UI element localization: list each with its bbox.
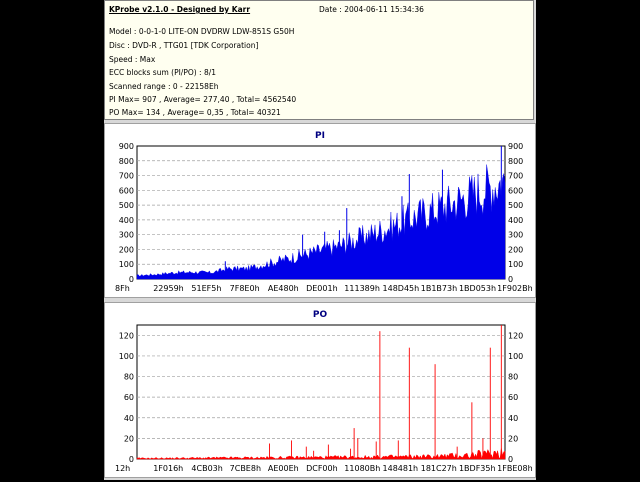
- x-tick-label: 1BD053h: [459, 284, 496, 293]
- x-tick-label: 1B1B73h: [421, 284, 457, 293]
- y-tick-label-left: 60: [124, 393, 134, 402]
- y-tick-label-left: 100: [119, 260, 134, 269]
- y-tick-label-right: 0: [508, 455, 513, 464]
- y-tick-label-left: 300: [119, 231, 134, 240]
- scanned-range: Scanned range : 0 - 22158Eh: [109, 82, 219, 91]
- pi-chart-panel: PI 0 0 100 100 200 200 300 300 400 400 500 500 600 600…: [104, 123, 536, 298]
- chart-title: PO: [313, 310, 328, 320]
- x-tick-label: 12h: [115, 464, 130, 473]
- x-tick-label: 1FBE08h: [497, 464, 532, 473]
- speed-info: Speed : Max: [109, 55, 156, 64]
- x-tick-label: AE480h: [268, 284, 299, 293]
- y-tick-label-right: 200: [508, 245, 523, 254]
- x-tick-label: DE001h: [306, 284, 338, 293]
- y-tick-label-right: 600: [508, 186, 523, 195]
- chart-title: PI: [315, 131, 325, 141]
- po-chart: PO 0 0 20 20 40 40 60 60 80 80 100 100 120 120 12h 1F016…: [115, 310, 533, 473]
- x-tick-label: 8Fh: [115, 284, 130, 293]
- x-tick-label: 181C27h: [421, 464, 457, 473]
- y-tick-label-right: 60: [508, 393, 518, 402]
- y-tick-label-right: 400: [508, 216, 523, 225]
- y-tick-label-left: 700: [119, 172, 134, 181]
- y-tick-label-right: 800: [508, 157, 523, 166]
- y-tick-label-left: 800: [119, 157, 134, 166]
- x-tick-label: 4CB03h: [191, 464, 222, 473]
- y-tick-label-right: 100: [508, 260, 523, 269]
- y-tick-label-right: 100: [508, 352, 523, 361]
- po-series-baseline: [136, 447, 506, 460]
- y-tick-label-left: 0: [129, 455, 134, 464]
- x-tick-label: DCF00h: [306, 464, 338, 473]
- x-tick-label: 22959h: [153, 284, 184, 293]
- x-tick-label: 7F8E0h: [230, 284, 260, 293]
- po-stats: PO Max= 134 , Average= 0,35 , Total= 403…: [109, 108, 281, 117]
- y-tick-label-right: 500: [508, 201, 523, 210]
- x-tick-label: 7CBE8h: [230, 464, 261, 473]
- pi-stats: PI Max= 907 , Average= 277,40 , Total= 4…: [109, 95, 297, 104]
- x-tick-label: 1F016h: [153, 464, 183, 473]
- y-tick-label-left: 0: [129, 275, 134, 284]
- po-chart-panel: PO 0 0 20 20 40 40 60 60 80 80 100 100 120 120 12h 1F016…: [104, 302, 536, 478]
- x-tick-label: 148D45h: [383, 284, 420, 293]
- pi-series-area: [136, 164, 506, 280]
- y-tick-label-right: 700: [508, 172, 523, 181]
- info-panel: KProbe v2.1.0 - Designed by Karr Date : …: [104, 0, 534, 120]
- y-tick-label-left: 20: [124, 434, 134, 443]
- y-tick-label-left: 200: [119, 245, 134, 254]
- pi-chart: PI 0 0 100 100 200 200 300 300 400 400 500 500 600 600…: [115, 131, 533, 293]
- scan-date: Date : 2004-06-11 15:34:36: [319, 5, 424, 14]
- y-tick-label-left: 120: [119, 331, 134, 340]
- y-tick-label-right: 120: [508, 331, 523, 340]
- x-tick-label: 51EF5h: [191, 284, 221, 293]
- y-tick-label-left: 900: [119, 142, 134, 151]
- x-tick-label: 1BDF35h: [459, 464, 496, 473]
- y-tick-label-right: 20: [508, 434, 518, 443]
- y-tick-label-right: 80: [508, 373, 518, 382]
- x-tick-label: 111389h: [344, 284, 380, 293]
- y-tick-label-right: 40: [508, 414, 518, 423]
- x-tick-label: 148481h: [383, 464, 419, 473]
- y-tick-label-left: 100: [119, 352, 134, 361]
- ecc-info: ECC blocks sum (PI/PO) : 8/1: [109, 68, 217, 77]
- y-tick-label-right: 900: [508, 142, 523, 151]
- y-tick-label-left: 40: [124, 414, 134, 423]
- disc-info: Disc : DVD-R , TTG01 [TDK Corporation]: [109, 41, 259, 50]
- y-tick-label-right: 300: [508, 231, 523, 240]
- y-tick-label-left: 600: [119, 186, 134, 195]
- y-tick-label-left: 400: [119, 216, 134, 225]
- x-tick-label: 1F902Bh: [497, 284, 533, 293]
- y-tick-label-left: 500: [119, 201, 134, 210]
- x-tick-label: AE00Eh: [268, 464, 299, 473]
- drive-model: Model : 0-0-1-0 LITE-ON DVDRW LDW-851S G…: [109, 27, 295, 36]
- app-title: KProbe v2.1.0 - Designed by Karr: [109, 5, 251, 14]
- y-tick-label-left: 80: [124, 373, 134, 382]
- x-tick-label: 11080Bh: [344, 464, 380, 473]
- y-tick-label-right: 0: [508, 275, 513, 284]
- plot-area: [136, 324, 506, 460]
- kprobe-window: KProbe v2.1.0 - Designed by Karr Date : …: [104, 0, 536, 480]
